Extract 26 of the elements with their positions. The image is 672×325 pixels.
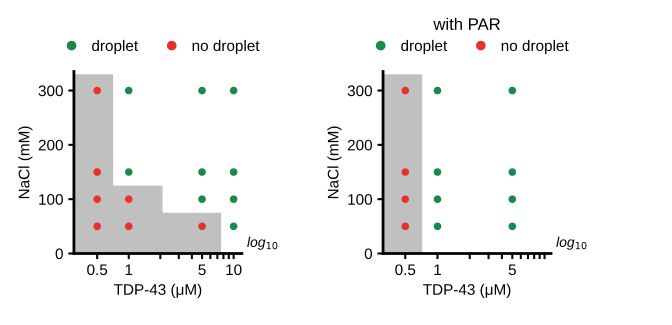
text: log$_{10}$	[556, 236, 586, 250]
x-tick-label: 0.5	[87, 264, 108, 276]
legend-label: no droplet	[502, 40, 569, 54]
y-tick-label: 300	[38, 85, 63, 96]
chart-title: with PAR	[433, 18, 500, 30]
x-tick-label: 5	[198, 264, 206, 276]
y-tick-label: 300	[348, 85, 372, 96]
x-tick-label: 5	[508, 264, 516, 276]
x-axis-title: TDP-43 (μM)	[114, 284, 202, 298]
y-tick-label: 0	[56, 248, 63, 260]
y-tick-label: 100	[348, 194, 372, 205]
x-tick-label: 1	[434, 264, 441, 275]
y-axis-title: NaCl (mM)	[327, 126, 342, 198]
y-tick-label: 0	[364, 248, 372, 260]
y-tick-label: 200	[38, 140, 63, 151]
y-tick-label: 200	[348, 140, 372, 151]
y-tick-label: 100	[39, 194, 63, 205]
text: log$_{10}$	[247, 236, 278, 250]
x-tick-label: 1	[126, 264, 132, 275]
legend-label: droplet	[92, 40, 138, 54]
legend-label: droplet	[401, 40, 448, 54]
y-axis-title: NaCl (mM)	[18, 126, 32, 198]
x-tick-label: 0.5	[395, 264, 416, 276]
x-tick-label: 10	[226, 264, 242, 276]
x-axis-title: TDP-43 (μM)	[423, 284, 510, 298]
legend-label: no droplet	[192, 40, 260, 54]
